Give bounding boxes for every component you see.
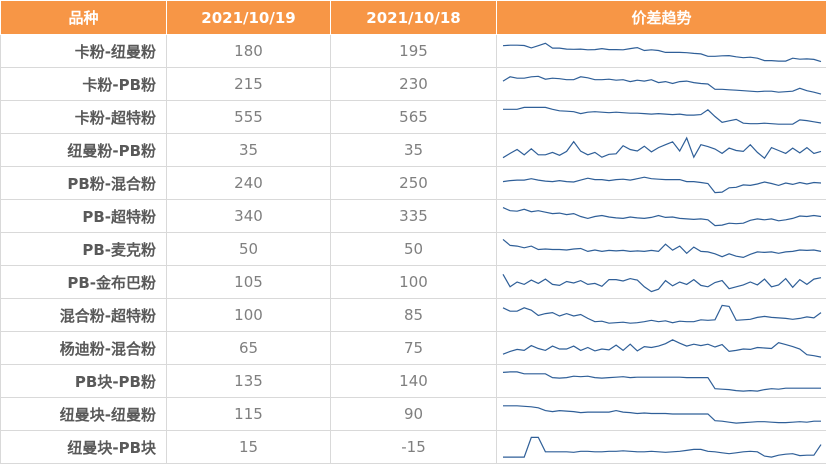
sparkline	[497, 431, 826, 463]
row-trend-cell	[497, 233, 826, 266]
sparkline-line	[503, 437, 821, 457]
row-name: PB-超特粉	[1, 200, 167, 233]
sparkline-line	[503, 107, 821, 124]
sparkline	[497, 35, 826, 67]
row-value-date2: 565	[331, 101, 497, 134]
row-value-date1: 180	[167, 35, 331, 68]
row-name: PB块-PB粉	[1, 365, 167, 398]
row-value-date1: 50	[167, 233, 331, 266]
header-date1: 2021/10/19	[167, 1, 331, 35]
row-trend-cell	[497, 101, 826, 134]
row-trend-cell	[497, 167, 826, 200]
row-trend-cell	[497, 266, 826, 299]
header-name: 品种	[1, 1, 167, 35]
row-trend-cell	[497, 365, 826, 398]
table-header: 品种 2021/10/19 2021/10/18 价差趋势	[1, 1, 826, 35]
row-value-date1: 15	[167, 431, 331, 464]
row-value-date1: 240	[167, 167, 331, 200]
sparkline	[497, 233, 826, 265]
row-value-date1: 100	[167, 299, 331, 332]
row-value-date1: 215	[167, 68, 331, 101]
sparkline	[497, 398, 826, 430]
sparkline	[497, 266, 826, 298]
row-name: 杨迪粉-混合粉	[1, 332, 167, 365]
row-name: PB-金布巴粉	[1, 266, 167, 299]
row-name: 混合粉-超特粉	[1, 299, 167, 332]
sparkline	[497, 365, 826, 397]
row-value-date1: 65	[167, 332, 331, 365]
row-value-date1: 135	[167, 365, 331, 398]
row-value-date2: 140	[331, 365, 497, 398]
row-value-date1: 115	[167, 398, 331, 431]
row-value-date2: 335	[331, 200, 497, 233]
row-name: 纽曼块-PB块	[1, 431, 167, 464]
row-value-date1: 555	[167, 101, 331, 134]
sparkline-line	[503, 208, 821, 226]
sparkline-line	[503, 305, 821, 323]
row-trend-cell	[497, 398, 826, 431]
sparkline-line	[503, 274, 821, 291]
row-name: PB粉-混合粉	[1, 167, 167, 200]
row-value-date1: 35	[167, 134, 331, 167]
row-trend-cell	[497, 431, 826, 464]
header-date2: 2021/10/18	[331, 1, 497, 35]
row-name: 纽曼粉-PB粉	[1, 134, 167, 167]
sparkline	[497, 200, 826, 232]
row-trend-cell	[497, 299, 826, 332]
sparkline-line	[503, 43, 821, 61]
sparkline-line	[503, 177, 821, 192]
row-trend-cell	[497, 134, 826, 167]
row-trend-cell	[497, 332, 826, 365]
row-value-date1: 105	[167, 266, 331, 299]
row-trend-cell	[497, 68, 826, 101]
row-name: 卡粉-超特粉	[1, 101, 167, 134]
sparkline-line	[503, 340, 821, 357]
sparkline	[497, 167, 826, 199]
sparkline-line	[503, 372, 821, 391]
header-row: 品种 2021/10/19 2021/10/18 价差趋势	[1, 1, 826, 35]
sparkline	[497, 134, 826, 166]
row-value-date2: 230	[331, 68, 497, 101]
row-value-date2: 35	[331, 134, 497, 167]
sparkline	[497, 101, 826, 133]
sparkline	[497, 332, 826, 364]
sparkline	[497, 68, 826, 100]
row-name: PB-麦克粉	[1, 233, 167, 266]
row-name: 纽曼块-纽曼粉	[1, 398, 167, 431]
sparkline-line	[503, 76, 821, 94]
sparkline	[497, 299, 826, 331]
row-value-date2: 75	[331, 332, 497, 365]
sparkline-line	[503, 138, 821, 158]
row-value-date2: 50	[331, 233, 497, 266]
sparkline-line	[503, 239, 821, 257]
row-trend-cell	[497, 200, 826, 233]
row-name: 卡粉-纽曼粉	[1, 35, 167, 68]
sparkline-line	[503, 406, 821, 423]
row-value-date2: 90	[331, 398, 497, 431]
row-value-date2: 250	[331, 167, 497, 200]
row-value-date2: 100	[331, 266, 497, 299]
row-value-date2: -15	[331, 431, 497, 464]
row-name: 卡粉-PB粉	[1, 68, 167, 101]
row-value-date2: 195	[331, 35, 497, 68]
header-trend: 价差趋势	[497, 1, 826, 35]
row-trend-cell	[497, 35, 826, 68]
row-value-date2: 85	[331, 299, 497, 332]
row-value-date1: 340	[167, 200, 331, 233]
